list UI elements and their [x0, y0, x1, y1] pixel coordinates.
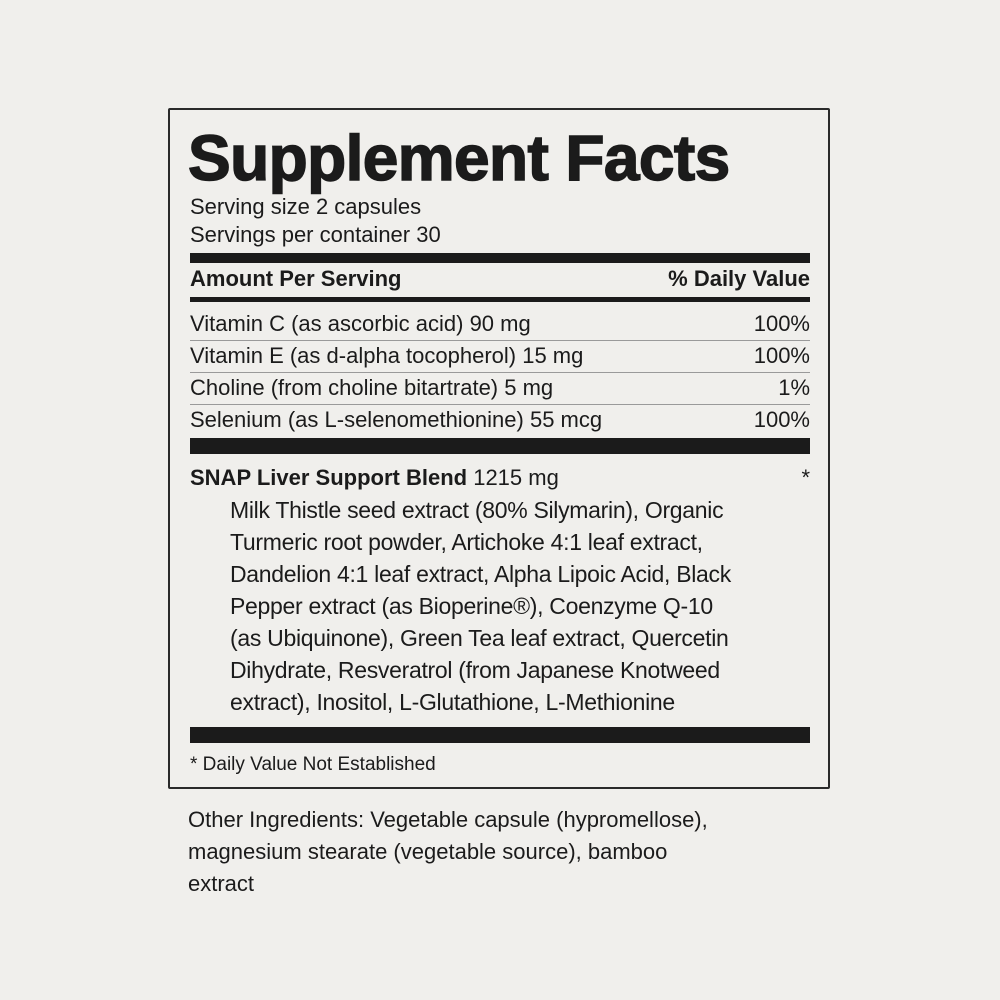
blend-dv: *: [801, 465, 810, 490]
divider-medium: [190, 297, 810, 302]
nutrient-dv: 100%: [753, 343, 810, 368]
nutrient-dv: 100%: [753, 407, 810, 432]
other-ingredients-line: magnesium stearate (vegetable source), b…: [188, 839, 668, 864]
divider-thick: [190, 727, 810, 743]
divider-thin: [190, 372, 810, 373]
other-ingredients: Other Ingredients: Vegetable capsule (hy…: [188, 804, 708, 900]
ingredient-line: extract), Inositol, L-Glutathione, L-Met…: [230, 689, 675, 715]
blend-name: SNAP Liver Support Blend: [190, 465, 468, 490]
ingredient-line: Milk Thistle seed extract (80% Silymarin…: [230, 497, 724, 523]
divider-thick: [190, 438, 810, 454]
nutrient-dv: 1%: [778, 375, 810, 400]
daily-value-header: % Daily Value: [668, 266, 810, 291]
other-ingredients-line: extract: [188, 871, 255, 896]
ingredient-line: (as Ubiquinone), Green Tea leaf extract,…: [230, 625, 729, 651]
other-ingredients-line: Other Ingredients: Vegetable capsule (hy…: [188, 807, 708, 832]
blend-ingredients: Milk Thistle seed extract (80% Silymarin…: [230, 494, 731, 718]
blend-amount: 1215 mg: [473, 465, 559, 490]
ingredient-line: Pepper extract (as Bioperine®), Coenzyme…: [230, 593, 713, 619]
nutrient-name: Vitamin E (as d-alpha tocopherol) 15 mg: [190, 343, 584, 368]
divider-thick: [190, 253, 810, 263]
servings-per-container: Servings per container 30: [190, 222, 441, 247]
serving-size: Serving size 2 capsules: [190, 194, 422, 219]
nutrient-row: Vitamin C (as ascorbic acid) 90 mg 100%: [190, 308, 810, 340]
divider-thin: [190, 340, 810, 341]
panel-title: Supplement Facts: [187, 121, 731, 195]
nutrient-row: Selenium (as L-selenomethionine) 55 mcg …: [190, 404, 810, 436]
divider-thin: [190, 404, 810, 405]
nutrient-dv: 100%: [753, 311, 810, 336]
nutrient-name: Choline (from choline bitartrate) 5 mg: [190, 375, 554, 400]
ingredient-line: Dandelion 4:1 leaf extract, Alpha Lipoic…: [230, 561, 731, 587]
nutrient-name: Vitamin C (as ascorbic acid) 90 mg: [190, 311, 531, 336]
amount-per-serving-header: Amount Per Serving: [190, 266, 402, 291]
nutrient-row: Choline (from choline bitartrate) 5 mg 1…: [190, 372, 810, 404]
nutrient-name: Selenium (as L-selenomethionine) 55 mcg: [190, 407, 603, 432]
ingredient-line: Dihydrate, Resveratrol (from Japanese Kn…: [230, 657, 720, 683]
footnote: * Daily Value Not Established: [190, 754, 436, 775]
supplement-facts-panel: Supplement Facts Serving size 2 capsules…: [168, 108, 830, 789]
column-header: Amount Per Serving % Daily Value: [190, 263, 810, 295]
nutrient-row: Vitamin E (as d-alpha tocopherol) 15 mg …: [190, 340, 810, 372]
ingredient-line: Turmeric root powder, Artichoke 4:1 leaf…: [230, 529, 703, 555]
blend-row: SNAP Liver Support Blend 1215 mg *: [190, 462, 810, 494]
